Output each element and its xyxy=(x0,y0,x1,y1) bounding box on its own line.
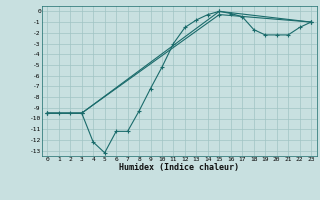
X-axis label: Humidex (Indice chaleur): Humidex (Indice chaleur) xyxy=(119,163,239,172)
